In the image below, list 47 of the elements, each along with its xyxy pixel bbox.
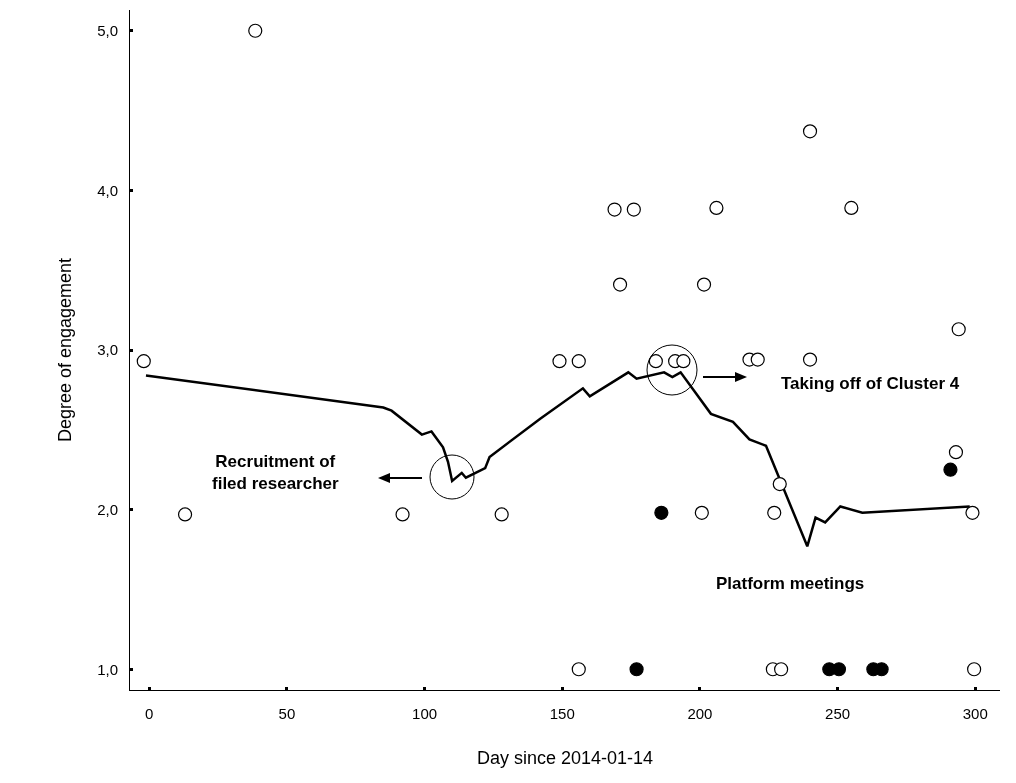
x-tick-label: 50 bbox=[278, 705, 296, 722]
point bbox=[696, 277, 712, 292]
point bbox=[772, 476, 787, 492]
point bbox=[844, 200, 859, 216]
x-tick-label: 100 bbox=[412, 705, 438, 722]
point bbox=[571, 662, 586, 677]
x-tick-label: 250 bbox=[825, 705, 851, 722]
point bbox=[395, 507, 410, 522]
point bbox=[248, 23, 263, 38]
point bbox=[802, 124, 818, 139]
point bbox=[626, 202, 641, 217]
point bbox=[943, 462, 958, 477]
point bbox=[612, 277, 628, 292]
x-tick-label: 0 bbox=[145, 705, 154, 722]
point bbox=[965, 505, 980, 520]
point bbox=[136, 354, 151, 369]
point bbox=[654, 505, 669, 520]
point bbox=[774, 662, 789, 677]
point bbox=[694, 505, 709, 520]
y-tick-label: 2,0 bbox=[97, 500, 118, 518]
point bbox=[648, 354, 663, 369]
point bbox=[629, 662, 644, 677]
point bbox=[967, 662, 982, 677]
point bbox=[571, 354, 586, 369]
point bbox=[607, 202, 622, 217]
x-axis-title: Day since 2014-01-14 bbox=[476, 748, 654, 769]
point bbox=[948, 445, 964, 460]
x-tick-label: 150 bbox=[549, 705, 575, 722]
annotation: Platform meetings bbox=[716, 574, 865, 593]
y-tick-label: 1,0 bbox=[97, 660, 118, 678]
y-axis-title: Degree of engagement bbox=[55, 257, 76, 443]
point bbox=[177, 507, 193, 522]
annotation: Recruitment of filed researcher bbox=[212, 452, 340, 494]
y-tick-label: 4,0 bbox=[97, 181, 118, 199]
annotation: Taking off of Cluster 4 bbox=[781, 374, 960, 393]
point bbox=[709, 200, 724, 216]
point bbox=[750, 352, 765, 367]
x-tick-label: 300 bbox=[962, 705, 988, 722]
point bbox=[802, 352, 818, 367]
point bbox=[552, 354, 567, 369]
y-tick-label: 5,0 bbox=[97, 22, 118, 39]
point bbox=[951, 322, 966, 337]
x-tick-label: 200 bbox=[687, 705, 713, 722]
point bbox=[676, 354, 691, 369]
point bbox=[494, 507, 509, 522]
y-tick-label: 3,0 bbox=[97, 341, 118, 359]
point bbox=[767, 505, 782, 520]
